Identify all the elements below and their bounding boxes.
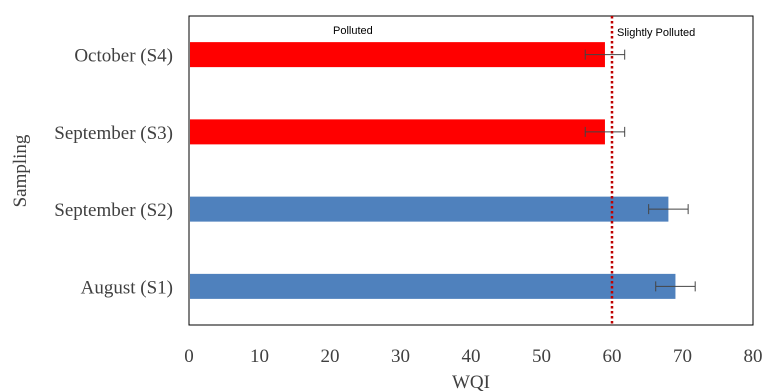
bar [190,119,605,145]
bar [190,196,669,222]
annotation-slightly-polluted: Slightly Polluted [617,27,695,39]
error-bar [584,126,626,137]
x-tick-label: 30 [391,346,410,367]
x-tick-label: 10 [250,346,269,367]
x-tick-label: 50 [532,346,551,367]
x-tick-label: 80 [744,346,763,367]
labels: October (S4) September (S3) September (S2)… [10,25,763,392]
error-bar [655,281,696,292]
category-label: September (S3) [54,123,173,144]
x-tick-label: 60 [603,346,622,367]
annotation-polluted: Polluted [333,25,373,37]
plot-frame [188,15,754,326]
category-label: September (S2) [54,200,173,221]
category-label: August (S1) [81,277,173,298]
x-axis-title: WQI [452,372,490,392]
error-bar [584,49,626,60]
bar [190,42,605,68]
x-tick-label: 70 [673,346,692,367]
y-axis-title: Sampling [10,134,31,207]
x-tick-label: 0 [184,346,194,367]
error-bar [648,204,689,215]
x-tick-label: 40 [462,346,481,367]
category-label: October (S4) [74,46,173,67]
x-tick-label: 20 [321,346,340,367]
plot-area [188,15,754,326]
bar [190,273,676,299]
